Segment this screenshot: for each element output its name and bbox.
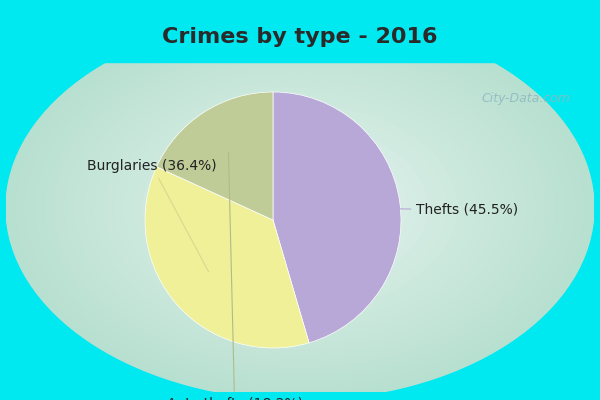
Ellipse shape xyxy=(182,131,418,284)
Ellipse shape xyxy=(241,169,359,246)
Ellipse shape xyxy=(192,137,408,278)
Ellipse shape xyxy=(55,48,545,368)
Ellipse shape xyxy=(124,92,476,323)
Text: Crimes by type - 2016: Crimes by type - 2016 xyxy=(162,27,438,47)
Ellipse shape xyxy=(202,144,398,272)
Ellipse shape xyxy=(153,112,447,304)
Wedge shape xyxy=(145,167,309,348)
Bar xyxy=(6,8,594,62)
Ellipse shape xyxy=(290,201,310,214)
Ellipse shape xyxy=(45,41,555,374)
Ellipse shape xyxy=(261,182,339,233)
Ellipse shape xyxy=(173,124,427,291)
Ellipse shape xyxy=(74,60,526,355)
Text: Auto thefts (18.2%): Auto thefts (18.2%) xyxy=(167,152,302,400)
Ellipse shape xyxy=(163,118,437,297)
Ellipse shape xyxy=(212,150,388,265)
Text: City-Data.com: City-Data.com xyxy=(482,92,571,106)
Wedge shape xyxy=(273,92,401,343)
Text: Thefts (45.5%): Thefts (45.5%) xyxy=(358,203,518,217)
Ellipse shape xyxy=(251,176,349,240)
Ellipse shape xyxy=(271,188,329,227)
Ellipse shape xyxy=(232,163,368,252)
Ellipse shape xyxy=(35,35,565,380)
Ellipse shape xyxy=(16,22,584,393)
Ellipse shape xyxy=(104,80,496,336)
Text: Burglaries (36.4%): Burglaries (36.4%) xyxy=(88,159,217,272)
Ellipse shape xyxy=(85,67,515,348)
Ellipse shape xyxy=(94,73,506,342)
Ellipse shape xyxy=(6,16,594,400)
Ellipse shape xyxy=(114,86,486,329)
Ellipse shape xyxy=(143,105,457,310)
Wedge shape xyxy=(157,92,273,220)
Ellipse shape xyxy=(221,156,379,259)
Ellipse shape xyxy=(133,99,467,316)
Ellipse shape xyxy=(65,54,535,361)
Ellipse shape xyxy=(26,28,574,387)
Ellipse shape xyxy=(280,195,320,220)
